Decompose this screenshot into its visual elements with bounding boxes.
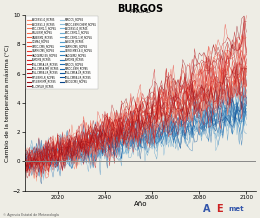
Text: ANUAL: ANUAL bbox=[130, 9, 151, 14]
Text: © Agencia Estatal de Meteorología: © Agencia Estatal de Meteorología bbox=[3, 213, 58, 217]
Legend: ACCESS1-0_RCP85, ACCESS1-3_RCP85, BCC-CSM1-1_RCP85, BNU-ESM_RCP85, CANESM2_RCP85: ACCESS1-0_RCP85, ACCESS1-3_RCP85, BCC-CS… bbox=[26, 16, 98, 89]
Text: E: E bbox=[216, 204, 222, 214]
Text: A: A bbox=[203, 204, 210, 214]
Y-axis label: Cambio de la temperatura máxima (°C): Cambio de la temperatura máxima (°C) bbox=[4, 44, 10, 162]
Title: BURGOS: BURGOS bbox=[117, 4, 163, 14]
X-axis label: Año: Año bbox=[134, 201, 147, 207]
Text: met: met bbox=[229, 206, 244, 212]
